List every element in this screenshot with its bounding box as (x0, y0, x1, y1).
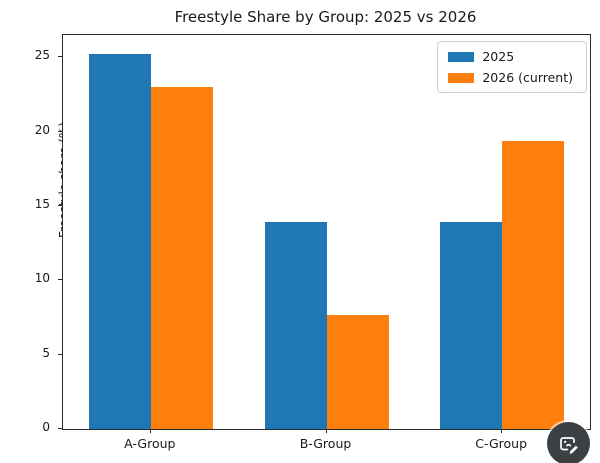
legend: 2025 2026 (current) (437, 41, 587, 93)
legend-label: 2025 (482, 49, 515, 64)
y-tick-mark (58, 428, 62, 429)
chart-title: Freestyle Share by Group: 2025 vs 2026 (174, 8, 477, 26)
bar-b-group-2026 (326, 314, 389, 429)
legend-row: 2026 (current) (448, 70, 577, 85)
bar-b-group-2025 (264, 222, 327, 429)
legend-label: 2026 (current) (482, 70, 573, 85)
x-tick-mark (149, 429, 151, 433)
bar-a-group-2026 (150, 87, 213, 429)
legend-swatch (448, 51, 475, 62)
legend-row: 2025 (448, 49, 577, 64)
bar-c-group-2026 (502, 140, 565, 429)
x-tick-mark (325, 429, 327, 433)
bar-c-group-2025 (440, 222, 503, 429)
plot-area: 2025 2026 (current) (62, 34, 591, 430)
legend-swatch (448, 72, 475, 83)
y-tick-mark (58, 204, 62, 206)
y-tick-mark (58, 279, 62, 281)
image-edit-icon (557, 432, 581, 456)
y-tick-mark (58, 56, 62, 58)
x-tick-mark (501, 429, 503, 433)
image-edit-button[interactable] (547, 422, 590, 463)
y-tick-mark (58, 353, 62, 355)
bar-a-group-2025 (88, 54, 151, 429)
y-tick-mark (58, 130, 62, 132)
